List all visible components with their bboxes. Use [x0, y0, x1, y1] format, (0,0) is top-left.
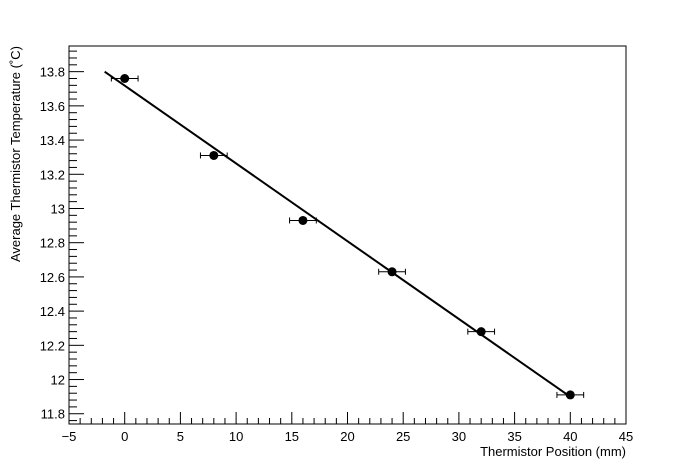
y-tick-label: 12.8	[40, 236, 65, 251]
x-tick-label: −5	[62, 429, 77, 444]
fit-line	[104, 70, 574, 400]
x-tick-label: 15	[285, 429, 299, 444]
y-tick-label: 12.4	[40, 304, 65, 319]
x-axis-tick-labels: −5 0 5 10 15 20 25 30 35 40 45	[62, 429, 634, 444]
x-tick-label: 10	[229, 429, 243, 444]
data-point	[565, 390, 575, 400]
x-tick-label: 40	[563, 429, 577, 444]
fit-line-group	[104, 70, 574, 400]
y-tick-label: 12	[51, 373, 65, 388]
y-tick-label: 11.8	[41, 407, 65, 422]
y-tick-label: 13.8	[40, 65, 65, 80]
data-point	[476, 327, 486, 337]
data-point	[387, 267, 397, 277]
x-axis-title: Thermistor Position (mm)	[480, 444, 626, 459]
x-tick-label: 30	[452, 429, 466, 444]
x-tick-label: 20	[340, 429, 354, 444]
y-axis-title: Average Thermistor Temperature (˚C)	[8, 46, 23, 262]
y-tick-label: 12.6	[40, 270, 65, 285]
y-tick-label: 12.2	[40, 338, 65, 353]
x-tick-label: 45	[619, 429, 633, 444]
x-tick-label: 5	[177, 429, 184, 444]
data-point	[120, 73, 130, 83]
y-tick-label: 13.2	[40, 167, 65, 182]
y-tick-label: 13	[51, 201, 65, 216]
y-tick-label: 13.6	[40, 99, 65, 114]
x-axis-ticks	[68, 412, 627, 424]
data-point	[209, 150, 219, 160]
data-points-group	[110, 73, 585, 400]
x-tick-label: 0	[121, 429, 128, 444]
data-point	[298, 215, 308, 225]
x-tick-label: 35	[507, 429, 521, 444]
y-tick-label: 13.4	[40, 133, 65, 148]
y-axis-tick-labels: 11.8 12 12.2 12.4 12.6 12.8 13 13.2 13.4 13.6 13.8	[40, 65, 65, 422]
x-tick-label: 25	[396, 429, 410, 444]
y-axis-ticks	[69, 50, 84, 422]
